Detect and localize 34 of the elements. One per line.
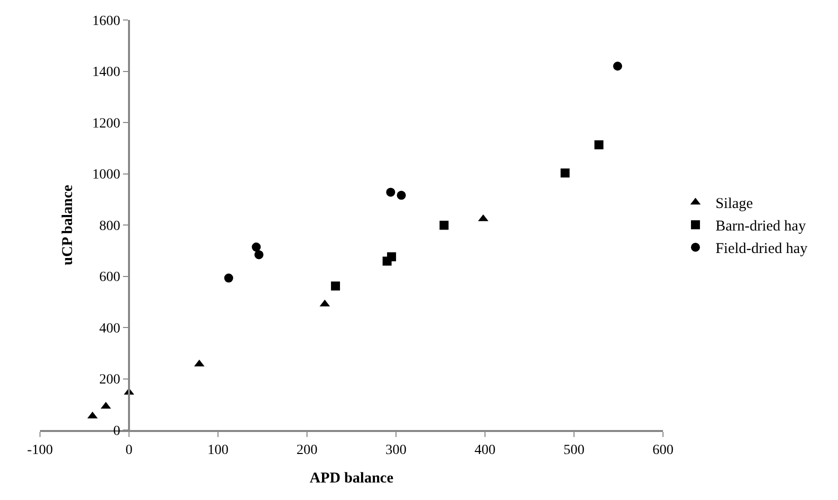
x-axis-title: APD balance [310, 470, 394, 486]
point [224, 274, 234, 283]
point [594, 140, 604, 150]
x-tick-label: 100 [208, 442, 228, 458]
point [613, 62, 622, 71]
point [387, 252, 396, 262]
point [478, 214, 488, 222]
y-tick-label: 1400 [92, 65, 120, 80]
x-tick-label: 500 [564, 442, 584, 458]
y-tick-label: 1000 [92, 168, 120, 183]
point [330, 281, 340, 290]
y-tick-label: 200 [99, 372, 120, 388]
y-tick-label: 600 [99, 270, 120, 286]
y-tick-label: 800 [99, 218, 120, 234]
point [386, 188, 396, 197]
x-tick-label: -100 [27, 442, 53, 458]
x-tick-label: 400 [474, 442, 496, 458]
y-axis-title: uCP balance [60, 184, 76, 266]
y-tick-label: 400 [99, 321, 120, 336]
point [252, 242, 261, 252]
point [396, 190, 406, 200]
x-tick-label: 200 [296, 442, 318, 458]
legend-label: Barn-dried hay [715, 218, 806, 235]
y-tick-label: 1600 [92, 14, 120, 29]
legend-label: Silage [715, 196, 754, 212]
y-tick-label: 1200 [92, 116, 120, 132]
x-tick-label: 0 [126, 442, 132, 458]
x-tick-label: 600 [652, 442, 674, 458]
y-tick-label: 0 [113, 424, 120, 439]
legend-label: Field-dried hay [715, 241, 808, 258]
point [254, 250, 264, 260]
point [440, 220, 449, 230]
x-tick-label: 300 [386, 442, 406, 458]
point [560, 168, 570, 178]
